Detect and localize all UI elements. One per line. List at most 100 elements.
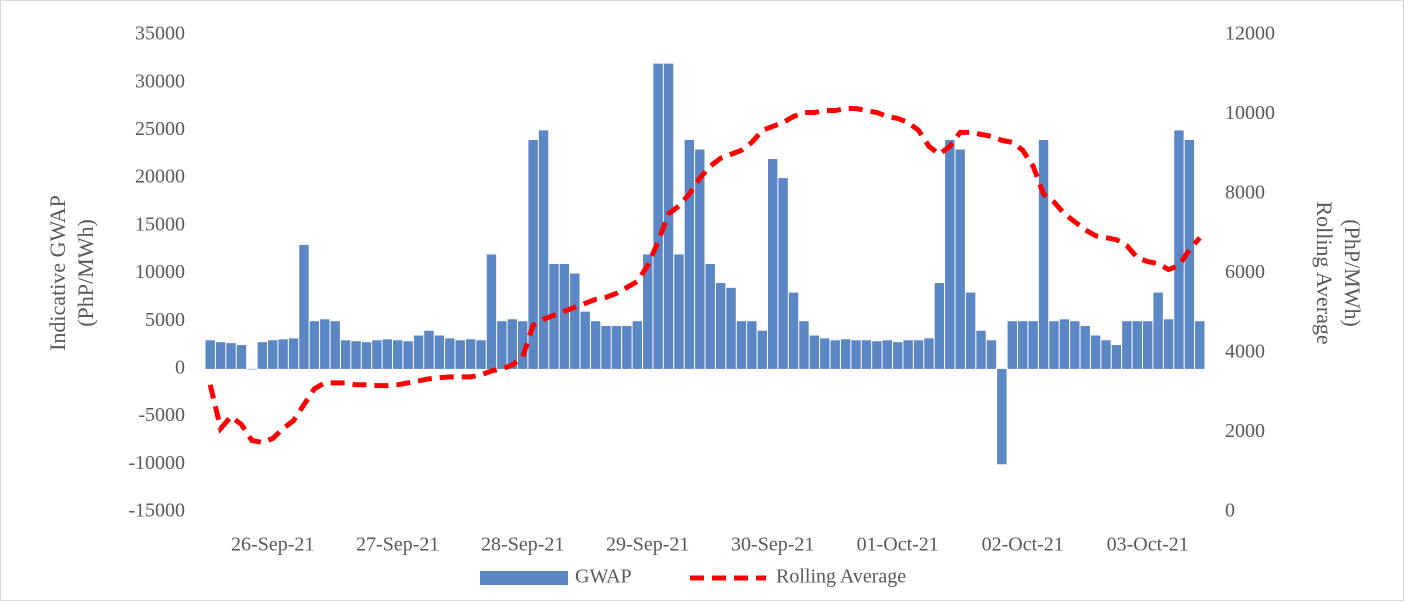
- bar: [601, 325, 611, 369]
- x-tick-label: 30-Sep-21: [731, 534, 814, 556]
- y-tick-label: 0: [175, 356, 185, 378]
- bar: [559, 263, 570, 369]
- bar: [965, 292, 976, 369]
- bar: [351, 341, 361, 369]
- bar: [820, 338, 830, 369]
- bar: [465, 339, 476, 369]
- bar: [413, 335, 424, 369]
- bar: [622, 325, 632, 369]
- bar: [497, 321, 507, 369]
- legend-label: Rolling Average: [776, 566, 906, 588]
- y-tick-label: -10000: [128, 452, 185, 474]
- bar: [976, 330, 986, 369]
- bar: [299, 244, 309, 369]
- bar: [320, 319, 330, 369]
- bar: [340, 340, 351, 369]
- bar: [518, 321, 528, 369]
- bar: [330, 321, 340, 369]
- bar: [663, 63, 674, 369]
- x-tick-label: 01-Oct-21: [857, 534, 939, 556]
- y2-tick-label: 10000: [1225, 102, 1275, 124]
- y2-tick-label: 12000: [1225, 23, 1275, 45]
- bar: [1101, 340, 1111, 369]
- bar: [309, 321, 320, 369]
- bar: [257, 342, 267, 369]
- bar: [861, 340, 872, 369]
- x-tick-label: 26-Sep-21: [231, 534, 314, 556]
- y-axis-title: (PhP/MWh): [73, 219, 98, 327]
- bar: [538, 130, 549, 369]
- bar: [382, 339, 392, 369]
- bar: [893, 342, 903, 369]
- bar: [278, 339, 288, 369]
- legend-label: GWAP: [575, 566, 632, 588]
- bar: [726, 287, 736, 369]
- bar: [570, 273, 580, 369]
- x-tick-label: 03-Oct-21: [1107, 534, 1189, 556]
- y-tick-label: 20000: [135, 166, 185, 188]
- y-tick-label: 35000: [135, 23, 185, 45]
- bar: [986, 340, 997, 369]
- bar: [590, 321, 601, 369]
- bar: [486, 254, 497, 369]
- bar: [424, 330, 434, 369]
- y2-tick-label: 0: [1225, 500, 1235, 522]
- bar: [684, 139, 695, 369]
- bar: [1018, 321, 1028, 369]
- bar: [268, 340, 278, 369]
- bar: [455, 340, 465, 369]
- bar: [1080, 325, 1090, 369]
- bar: [924, 338, 934, 369]
- bar: [1143, 321, 1153, 369]
- bar: [674, 254, 684, 369]
- bar: [611, 325, 622, 369]
- y-tick-label: 30000: [135, 70, 185, 92]
- bar: [872, 341, 882, 369]
- bar: [809, 335, 820, 369]
- bar: [1111, 345, 1122, 369]
- y-tick-label: 15000: [135, 213, 185, 235]
- bar: [1184, 139, 1195, 369]
- bar: [913, 340, 924, 369]
- bar: [768, 159, 778, 369]
- bar: [736, 321, 747, 369]
- bar: [643, 254, 653, 369]
- bar: [1038, 139, 1049, 369]
- y-tick-label: -15000: [128, 500, 185, 522]
- bar: [778, 178, 788, 369]
- y2-tick-label: 2000: [1225, 420, 1265, 442]
- bar: [1122, 321, 1132, 369]
- y2-tick-label: 6000: [1225, 261, 1265, 283]
- bar: [528, 139, 538, 369]
- bar: [840, 339, 851, 369]
- bar: [1153, 292, 1163, 369]
- bar: [226, 343, 236, 369]
- bar: [288, 338, 299, 369]
- bar: [580, 311, 590, 369]
- y-axis-title: Indicative GWAP: [45, 195, 70, 351]
- bar: [715, 283, 726, 369]
- bar: [830, 340, 840, 369]
- bar: [788, 292, 799, 369]
- bar: [955, 149, 965, 369]
- y-tick-label: 25000: [135, 118, 185, 140]
- x-tick-label: 28-Sep-21: [481, 534, 564, 556]
- bar: [695, 149, 705, 369]
- bar: [1007, 321, 1017, 369]
- bar: [1028, 321, 1038, 369]
- bar: [1049, 321, 1059, 369]
- bar: [1163, 319, 1174, 369]
- y2-tick-label: 4000: [1225, 341, 1265, 363]
- bar: [236, 345, 247, 369]
- bar: [903, 340, 913, 369]
- y-tick-label: 10000: [135, 261, 185, 283]
- bar: [1090, 335, 1101, 369]
- bar: [476, 340, 486, 369]
- bar: [851, 340, 861, 369]
- bar: [1132, 321, 1142, 369]
- bar: [757, 330, 767, 369]
- bar: [393, 340, 403, 369]
- bar: [945, 139, 955, 369]
- y2-axis-title: (PhP/MWh): [1340, 219, 1365, 327]
